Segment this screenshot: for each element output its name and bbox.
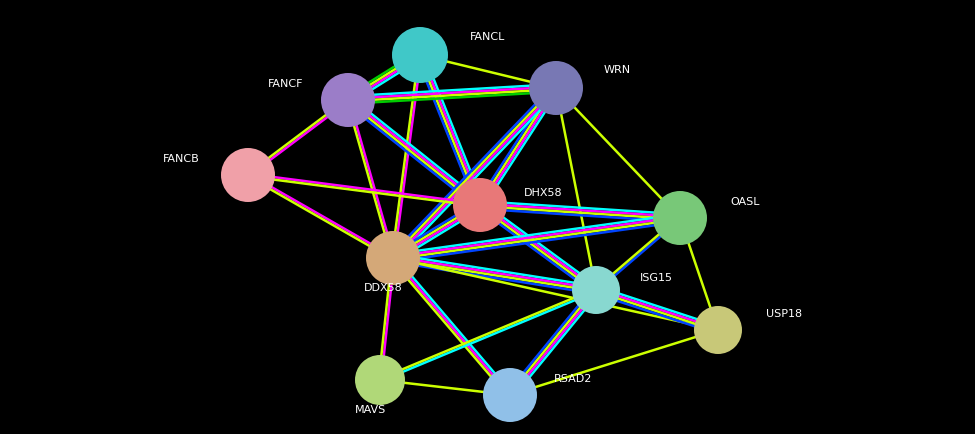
Circle shape [653,191,707,245]
Text: OASL: OASL [730,197,760,207]
Text: RSAD2: RSAD2 [554,374,593,384]
Circle shape [529,61,583,115]
Circle shape [694,306,742,354]
Circle shape [366,231,420,285]
Text: USP18: USP18 [766,309,802,319]
Text: ISG15: ISG15 [640,273,673,283]
Text: FANCB: FANCB [163,154,200,164]
Circle shape [392,27,448,83]
Circle shape [221,148,275,202]
Text: WRN: WRN [604,65,631,75]
Text: MAVS: MAVS [354,405,386,415]
Circle shape [355,355,405,405]
Circle shape [321,73,375,127]
Circle shape [453,178,507,232]
Text: DHX58: DHX58 [524,188,563,198]
Circle shape [572,266,620,314]
Text: FANCL: FANCL [470,32,505,42]
Text: DDX58: DDX58 [364,283,403,293]
Text: FANCF: FANCF [267,79,303,89]
Circle shape [483,368,537,422]
